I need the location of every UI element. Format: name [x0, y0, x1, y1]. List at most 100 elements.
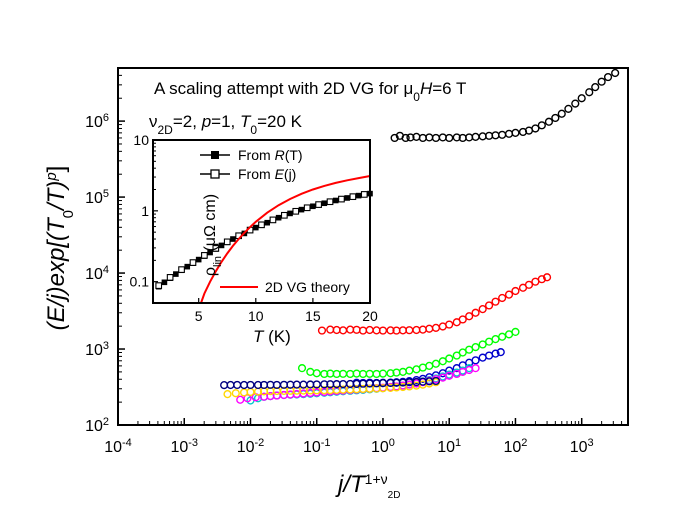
inset-y-tick-label: 0.1 — [130, 274, 150, 290]
main-data-point — [458, 348, 467, 357]
main-x-tick-label: 101 — [437, 437, 461, 456]
main-title: A scaling attempt with 2D VG for μ0H=6 T — [154, 79, 466, 104]
main-data-point — [431, 376, 441, 386]
main-data-point — [246, 380, 255, 390]
main-data-point — [378, 326, 388, 335]
main-data-point — [511, 286, 520, 296]
inset-series-1 — [155, 191, 368, 289]
inset-data-point — [303, 204, 311, 212]
main-data-point — [496, 348, 505, 357]
inset-data-point — [321, 200, 328, 207]
inset-data-point — [258, 221, 265, 229]
main-data-point — [320, 380, 329, 389]
main-data-point — [471, 308, 480, 317]
inset-y-tick-label: 1 — [141, 203, 149, 219]
main-data-point — [243, 394, 252, 403]
main-data-point — [390, 133, 399, 143]
inset-data-point — [310, 203, 316, 210]
main-data-point — [297, 364, 307, 373]
main-data-point — [591, 83, 600, 92]
main-x-tick-label: 102 — [503, 437, 527, 456]
main-x-ticks: 10-4 10-3 10-2 10-1 100 101 102 103 — [104, 418, 623, 456]
main-data-point — [511, 128, 520, 137]
main-data-point — [498, 293, 507, 303]
inset-data-point — [201, 252, 208, 259]
inset-data-point — [338, 195, 345, 203]
main-data-point — [236, 395, 245, 404]
main-data-point — [537, 121, 546, 130]
main-data-point — [603, 72, 613, 82]
legend-entry-2d-vg-theory: 2D VG theory — [220, 279, 350, 295]
main-data-point — [320, 386, 329, 395]
inset-y-ticks: 0.1 1 10 — [130, 132, 158, 290]
inset-data-point — [315, 201, 322, 208]
main-data-point — [491, 349, 500, 358]
main-chart: 10-4 10-3 10-2 10-1 100 101 102 103 10210310410… — [43, 67, 629, 501]
main-x-tick-label: 10-3 — [170, 437, 198, 456]
main-data-point — [585, 88, 594, 97]
inset-x-axis-label: T (K) — [253, 327, 291, 346]
inset-data-point — [280, 211, 288, 219]
main-x-tick-label: 10-1 — [303, 437, 331, 456]
legend-label-from-e-j: From E(j) — [238, 166, 296, 182]
inset-data-point — [264, 219, 271, 226]
inset-data-point — [189, 259, 197, 266]
inset-data-point — [161, 279, 168, 286]
main-y-ticks: 102 103 104 105 106 — [85, 74, 125, 435]
inset-data-point — [349, 193, 357, 201]
main-data-point — [445, 320, 454, 329]
main-data-point — [511, 327, 520, 337]
main-data-point — [597, 77, 606, 86]
inset-data-point — [332, 197, 339, 204]
inset-y-axis-label: ρlin (μΩ cm) — [202, 194, 224, 276]
main-data-point — [471, 343, 480, 352]
main-data-point — [445, 371, 454, 380]
main-data-point — [611, 68, 620, 78]
inset-data-point — [195, 256, 202, 263]
main-data-point — [386, 369, 395, 378]
inset-chart: 5 10 15 20 0.1 1 10 From R(T) From E(j) 2D VG… — [130, 132, 378, 346]
inset-series-line — [200, 175, 371, 304]
main-data-point — [471, 364, 480, 373]
inset-data-point — [178, 266, 185, 273]
main-data-point — [577, 94, 586, 103]
main-data-point — [465, 312, 474, 321]
main-data-point — [484, 301, 494, 310]
main-series-7 — [220, 376, 441, 390]
main-data-point — [386, 326, 395, 335]
main-data-point — [312, 380, 321, 389]
main-data-point — [378, 384, 388, 393]
main-parameters: ν2D=2, p=1, T0=20 K — [149, 112, 303, 137]
main-data-point — [544, 117, 554, 126]
inset-y-tick-label: 10 — [133, 132, 149, 148]
main-data-point — [531, 124, 540, 133]
inset-x-tick-label: 5 — [195, 308, 203, 324]
main-y-tick-label: 104 — [85, 264, 109, 283]
main-data-point — [471, 356, 480, 365]
inset-x-tick-label: 10 — [248, 308, 264, 324]
main-data-point — [564, 104, 573, 113]
main-data-point — [478, 305, 487, 314]
main-series-0 — [390, 68, 620, 143]
main-data-point — [537, 275, 546, 284]
main-data-point — [253, 380, 263, 390]
main-data-point — [312, 369, 321, 378]
inset-data-point — [344, 195, 350, 201]
inset-x-tick-label: 15 — [305, 308, 321, 324]
main-data-point — [445, 354, 454, 363]
main-data-point — [504, 290, 514, 299]
main-data-point — [378, 379, 388, 388]
inset-data-point — [218, 242, 225, 249]
inset-data-point — [355, 192, 362, 199]
main-data-point — [431, 359, 441, 368]
main-data-point — [317, 326, 327, 335]
main-y-tick-label: 102 — [85, 416, 109, 435]
inset-data-point — [360, 191, 368, 198]
main-data-point — [542, 273, 552, 282]
main-data-point — [445, 366, 454, 375]
main-series-1 — [317, 273, 552, 335]
main-data-point — [557, 109, 566, 118]
inset-x-ticks: 5 10 15 20 — [195, 298, 378, 324]
inset-data-point — [275, 214, 282, 221]
